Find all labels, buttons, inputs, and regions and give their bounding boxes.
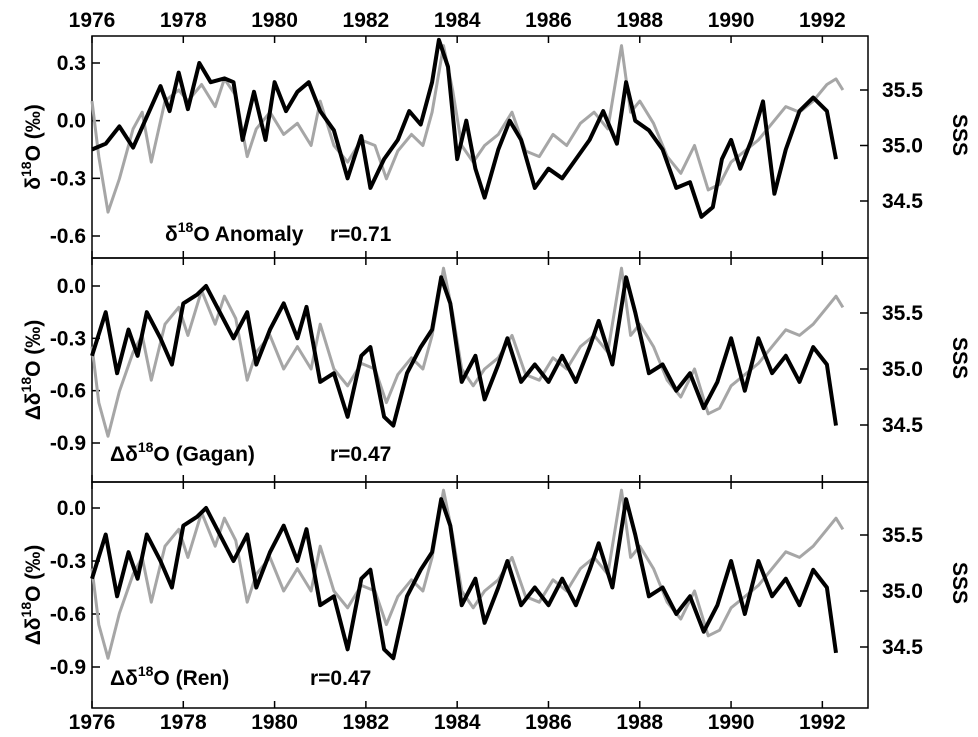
plot-frame bbox=[91, 481, 869, 709]
bottom-year-label: 1978 bbox=[160, 711, 207, 732]
right-axis-label: SSS bbox=[948, 114, 971, 156]
series-annotation: Δδ18O (Ren) bbox=[110, 663, 229, 690]
right-tick-label: 35.0 bbox=[882, 358, 923, 381]
left-tick-label: -0.6 bbox=[50, 603, 86, 626]
left-tick-label: 0.0 bbox=[57, 497, 86, 520]
left-tick-label: -0.6 bbox=[50, 380, 86, 403]
left-tick-label: 0.3 bbox=[57, 52, 86, 75]
left-tick-label: -0.9 bbox=[50, 656, 86, 679]
panel-1: 0.3 0.0 -0.3 -0.6 35.5 35.0 34.5 δ18O (‰) SSS δ18… bbox=[18, 35, 971, 259]
left-tick-label: 0.0 bbox=[57, 275, 86, 298]
left-tick-label: 0.0 bbox=[57, 110, 86, 133]
bottom-year-label: 1990 bbox=[708, 711, 755, 732]
top-year-label: 1978 bbox=[160, 9, 207, 32]
right-tick-label: 35.5 bbox=[882, 79, 923, 102]
panel-2: 0.0 -0.3 -0.6 -0.9 35.5 35.0 34.5 Δδ18O (‰) SSS Δ… bbox=[18, 257, 971, 483]
panel-3: 0.0 -0.3 -0.6 -0.9 35.5 35.0 34.5 Δδ18O (‰) SSS Δ… bbox=[18, 481, 971, 709]
bottom-year-label: 1982 bbox=[343, 711, 390, 732]
correlation-label: r=0.71 bbox=[330, 223, 392, 246]
series-annotation: Δδ18O (Gagan) bbox=[110, 439, 255, 466]
top-year-label: 1988 bbox=[616, 9, 663, 32]
correlation-label: r=0.47 bbox=[310, 667, 371, 690]
left-tick-label: -0.3 bbox=[50, 167, 86, 190]
sss-series-line bbox=[90, 488, 845, 660]
right-tick-label: 34.5 bbox=[882, 414, 923, 437]
coral-d18o-series-line bbox=[90, 497, 838, 661]
top-year-label: 1992 bbox=[799, 9, 846, 32]
top-year-label: 1976 bbox=[69, 9, 116, 32]
right-tick-label: 34.5 bbox=[882, 190, 923, 213]
sss-series-line bbox=[90, 266, 845, 438]
left-tick-label: -0.3 bbox=[50, 550, 86, 573]
right-axis-label: SSS bbox=[948, 562, 971, 604]
bottom-year-label: 1976 bbox=[69, 711, 116, 732]
top-year-label: 1986 bbox=[525, 9, 572, 32]
bottom-year-label: 1980 bbox=[251, 711, 298, 732]
top-year-label: 1980 bbox=[251, 9, 298, 32]
top-year-label: 1990 bbox=[708, 9, 755, 32]
left-axis-label: Δδ18O (‰) bbox=[18, 545, 45, 646]
coral-d18o-series-line bbox=[91, 37, 838, 219]
right-tick-label: 35.0 bbox=[882, 580, 923, 603]
right-axis-label: SSS bbox=[948, 337, 971, 379]
top-year-label: 1984 bbox=[434, 9, 481, 32]
right-tick-label: 35.5 bbox=[882, 524, 923, 547]
right-tick-label: 34.5 bbox=[882, 636, 923, 659]
top-year-label: 1982 bbox=[343, 9, 390, 32]
left-tick-label: -0.6 bbox=[50, 225, 86, 248]
right-tick-label: 35.5 bbox=[882, 302, 923, 325]
bottom-year-label: 1984 bbox=[434, 711, 481, 732]
correlation-label: r=0.47 bbox=[330, 443, 391, 466]
left-axis-label: δ18O (‰) bbox=[18, 104, 45, 189]
coral-d18o-series-line bbox=[90, 275, 838, 428]
bottom-year-label: 1986 bbox=[525, 711, 572, 732]
right-tick-label: 35.0 bbox=[882, 135, 923, 158]
left-axis-label: Δδ18O (‰) bbox=[18, 320, 45, 421]
bottom-year-label: 1988 bbox=[616, 711, 663, 732]
series-annotation: δ18O Anomaly bbox=[165, 219, 304, 246]
bottom-year-label: 1992 bbox=[799, 711, 846, 732]
left-tick-label: -0.9 bbox=[50, 432, 86, 455]
left-tick-label: -0.3 bbox=[50, 327, 86, 350]
